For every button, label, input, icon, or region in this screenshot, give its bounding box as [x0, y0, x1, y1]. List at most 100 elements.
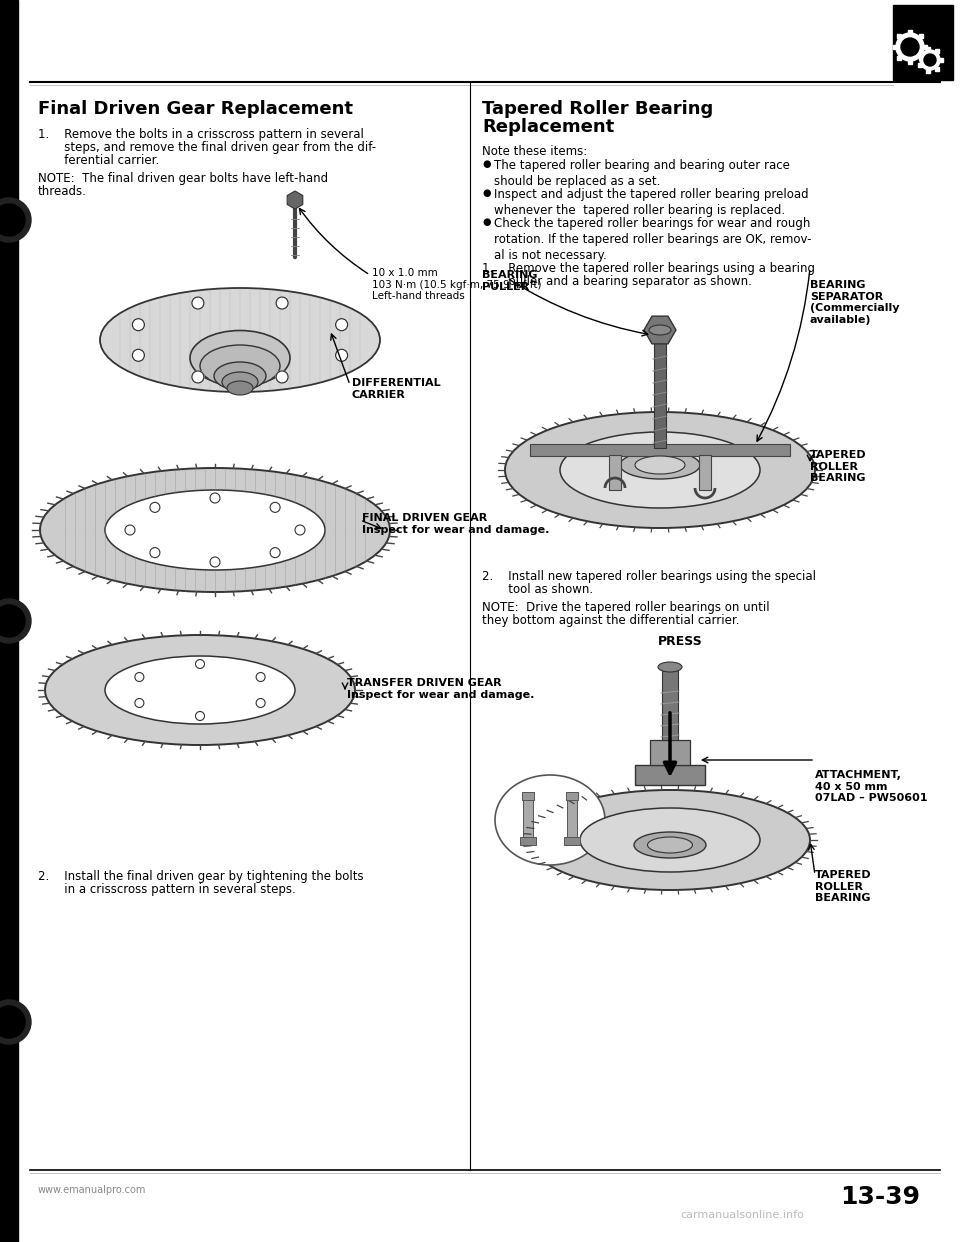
Bar — [893, 45, 897, 48]
Bar — [898, 35, 901, 39]
Circle shape — [0, 204, 25, 236]
Text: 1.    Remove the bolts in a crisscross pattern in several: 1. Remove the bolts in a crisscross patt… — [38, 128, 364, 142]
Circle shape — [134, 672, 144, 682]
Bar — [919, 35, 923, 39]
Bar — [893, 5, 953, 79]
Circle shape — [336, 319, 348, 330]
Bar — [923, 45, 927, 48]
Circle shape — [0, 1006, 25, 1038]
Text: Final Driven Gear Replacement: Final Driven Gear Replacement — [38, 101, 353, 118]
Circle shape — [132, 319, 144, 330]
Ellipse shape — [634, 832, 706, 858]
Text: TAPERED
ROLLER
BEARING: TAPERED ROLLER BEARING — [810, 450, 867, 483]
Circle shape — [924, 53, 936, 66]
Circle shape — [896, 34, 924, 61]
Ellipse shape — [620, 451, 700, 479]
Text: threads.: threads. — [38, 185, 86, 197]
Circle shape — [256, 698, 265, 708]
Circle shape — [150, 548, 160, 558]
Circle shape — [256, 672, 265, 682]
Bar — [935, 50, 939, 53]
Bar — [898, 56, 901, 60]
Text: ATTACHMENT,
40 x 50 mm
07LAD – PW50601: ATTACHMENT, 40 x 50 mm 07LAD – PW50601 — [815, 770, 927, 804]
Circle shape — [276, 297, 288, 309]
Ellipse shape — [222, 373, 258, 392]
Bar — [564, 837, 580, 845]
Ellipse shape — [560, 432, 760, 508]
Text: Note these items:: Note these items: — [482, 145, 588, 158]
Text: TAPERED
ROLLER
BEARING: TAPERED ROLLER BEARING — [815, 869, 872, 903]
Bar — [925, 68, 929, 73]
Ellipse shape — [45, 635, 355, 745]
Text: Inspect and adjust the tapered roller bearing preload
whenever the  tapered roll: Inspect and adjust the tapered roller be… — [494, 188, 808, 217]
Ellipse shape — [105, 656, 295, 724]
Bar — [908, 30, 912, 34]
Bar — [925, 47, 929, 51]
Text: ●: ● — [482, 159, 491, 169]
Text: in a crisscross pattern in several steps.: in a crisscross pattern in several steps… — [38, 883, 296, 895]
Text: BEARING
PULLER: BEARING PULLER — [482, 270, 538, 292]
Text: 2.    Install new tapered roller bearings using the special: 2. Install new tapered roller bearings u… — [482, 570, 816, 582]
Ellipse shape — [530, 790, 810, 891]
Text: 10 x 1.0 mm
103 N·m (10.5 kgf·m, 75.9 lbf·ft)
Left-hand threads: 10 x 1.0 mm 103 N·m (10.5 kgf·m, 75.9 lb… — [372, 268, 541, 302]
Circle shape — [192, 297, 204, 309]
Bar — [567, 800, 577, 840]
Bar — [939, 58, 943, 62]
Circle shape — [270, 548, 280, 558]
Text: Tapered Roller Bearing: Tapered Roller Bearing — [482, 101, 713, 118]
Circle shape — [295, 525, 305, 535]
Circle shape — [0, 1000, 31, 1045]
Text: FINAL DRIVEN GEAR
Inspect for wear and damage.: FINAL DRIVEN GEAR Inspect for wear and d… — [362, 513, 549, 534]
Bar — [662, 669, 678, 740]
Text: they bottom against the differential carrier.: they bottom against the differential car… — [482, 614, 739, 627]
Bar — [699, 455, 711, 491]
Circle shape — [196, 660, 204, 668]
Circle shape — [336, 349, 348, 361]
Circle shape — [0, 599, 31, 643]
Bar — [566, 792, 578, 800]
Ellipse shape — [227, 381, 253, 395]
Ellipse shape — [214, 361, 266, 390]
Text: 1.    Remove the tapered roller bearings using a bearing: 1. Remove the tapered roller bearings us… — [482, 262, 815, 274]
Ellipse shape — [190, 330, 290, 385]
Ellipse shape — [200, 345, 280, 388]
Bar — [522, 792, 534, 800]
Circle shape — [150, 502, 160, 513]
Text: Check the tapered roller bearings for wear and rough
rotation. If the tapered ro: Check the tapered roller bearings for we… — [494, 217, 811, 262]
Text: ferential carrier.: ferential carrier. — [38, 154, 159, 166]
Circle shape — [132, 349, 144, 361]
Circle shape — [276, 371, 288, 383]
Text: NOTE:  Drive the tapered roller bearings on until: NOTE: Drive the tapered roller bearings … — [482, 601, 770, 614]
Circle shape — [270, 502, 280, 513]
Bar — [609, 455, 621, 491]
Ellipse shape — [580, 809, 760, 872]
Ellipse shape — [495, 775, 605, 864]
Text: 13-39: 13-39 — [840, 1185, 920, 1208]
Bar — [650, 740, 690, 765]
Text: TRANSFER DRIVEN GEAR
Inspect for wear and damage.: TRANSFER DRIVEN GEAR Inspect for wear an… — [347, 678, 535, 699]
Bar — [935, 67, 939, 71]
Text: ●: ● — [482, 188, 491, 197]
Text: steps, and remove the final driven gear from the dif-: steps, and remove the final driven gear … — [38, 142, 376, 154]
Circle shape — [0, 197, 31, 242]
Text: Replacement: Replacement — [482, 118, 614, 137]
Text: DIFFERENTIAL
CARRIER: DIFFERENTIAL CARRIER — [352, 378, 441, 400]
Bar — [520, 837, 536, 845]
Ellipse shape — [100, 288, 380, 392]
Text: The tapered roller bearing and bearing outer race
should be replaced as a set.: The tapered roller bearing and bearing o… — [494, 159, 790, 188]
Text: carmanualsonline.info: carmanualsonline.info — [680, 1210, 804, 1220]
Circle shape — [134, 698, 144, 708]
Text: PRESS: PRESS — [658, 635, 703, 648]
Ellipse shape — [105, 491, 325, 570]
Bar — [654, 340, 666, 448]
Circle shape — [210, 493, 220, 503]
Text: puller and a bearing separator as shown.: puller and a bearing separator as shown. — [482, 274, 752, 288]
Text: NOTE:  The final driven gear bolts have left-hand: NOTE: The final driven gear bolts have l… — [38, 171, 328, 185]
Ellipse shape — [635, 456, 685, 474]
Text: BEARING
SEPARATOR
(Commercially
available): BEARING SEPARATOR (Commercially availabl… — [810, 279, 900, 325]
Bar — [523, 800, 533, 840]
Circle shape — [210, 556, 220, 568]
Circle shape — [920, 50, 940, 70]
Text: ●: ● — [482, 217, 491, 227]
Bar — [918, 53, 923, 57]
